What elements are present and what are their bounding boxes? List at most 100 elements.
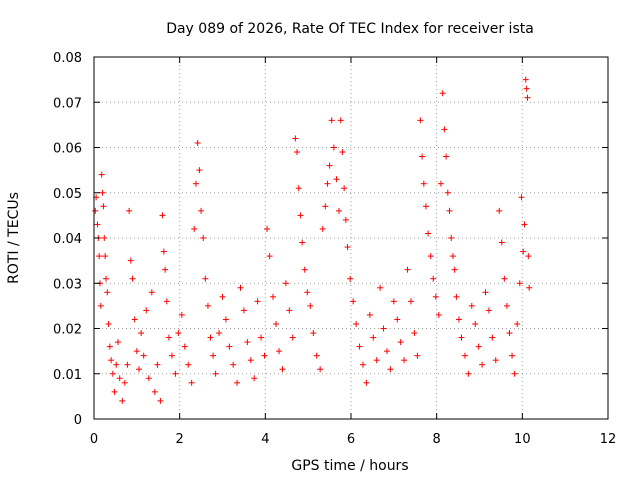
data-point xyxy=(145,375,152,382)
data-point xyxy=(503,302,510,309)
data-point xyxy=(207,334,214,341)
data-point xyxy=(266,253,273,260)
y-tick-label: 0 xyxy=(74,413,82,428)
data-point xyxy=(448,235,455,241)
data-point xyxy=(188,379,195,386)
data-point xyxy=(222,316,229,323)
data-point xyxy=(175,330,182,337)
data-point xyxy=(353,320,360,327)
data-point xyxy=(516,280,523,287)
data-point xyxy=(133,348,140,355)
y-tick-label: 0.04 xyxy=(53,232,82,247)
data-point xyxy=(121,379,128,386)
data-point xyxy=(98,171,105,178)
data-point xyxy=(135,366,142,373)
data-point xyxy=(124,361,131,368)
data-point xyxy=(359,361,366,368)
data-point xyxy=(366,311,373,318)
x-tick-label: 0 xyxy=(90,432,98,447)
data-point xyxy=(337,117,344,124)
data-point xyxy=(264,225,271,232)
data-point xyxy=(286,307,293,314)
data-point xyxy=(449,253,456,260)
y-tick-label: 0.03 xyxy=(53,277,82,292)
data-point xyxy=(181,343,188,350)
data-point xyxy=(310,330,317,337)
data-point xyxy=(525,253,532,260)
data-point xyxy=(347,275,354,282)
x-tick-label: 10 xyxy=(514,432,531,447)
data-point xyxy=(509,352,516,359)
data-point xyxy=(191,225,198,232)
data-point xyxy=(178,311,185,318)
x-axis-label: GPS time / hours xyxy=(291,458,408,474)
data-point xyxy=(113,361,120,368)
data-point xyxy=(119,397,126,404)
data-point xyxy=(344,244,351,251)
data-point xyxy=(292,135,299,142)
data-point xyxy=(496,207,503,214)
data-point xyxy=(489,334,496,341)
data-point xyxy=(401,357,408,364)
data-point xyxy=(437,180,444,187)
data-point xyxy=(523,85,530,92)
data-point xyxy=(304,289,311,296)
data-point xyxy=(160,248,167,255)
data-point xyxy=(240,307,247,314)
x-tick-label: 4 xyxy=(261,432,269,447)
data-point xyxy=(148,289,155,296)
data-point xyxy=(506,330,513,337)
data-point xyxy=(370,334,377,341)
data-point xyxy=(479,361,486,368)
data-point xyxy=(202,275,209,282)
data-point xyxy=(387,366,394,373)
data-point xyxy=(279,366,286,373)
data-point xyxy=(319,225,326,232)
grid-layer xyxy=(94,57,608,419)
data-point xyxy=(126,207,133,214)
data-point xyxy=(185,361,192,368)
data-point xyxy=(131,316,138,323)
data-point xyxy=(317,366,324,373)
y-tick-label: 0.02 xyxy=(53,323,82,338)
data-point xyxy=(109,370,116,377)
data-point xyxy=(111,388,118,395)
data-point xyxy=(526,284,533,291)
data-point xyxy=(165,334,172,341)
data-point xyxy=(394,316,401,323)
data-point xyxy=(151,388,158,395)
data-point xyxy=(116,375,123,382)
marks-layer xyxy=(92,76,533,404)
x-tick-label: 2 xyxy=(176,432,184,447)
data-point xyxy=(518,194,525,201)
data-point xyxy=(230,361,237,368)
y-tick-label: 0.07 xyxy=(53,96,82,111)
chart-title: Day 089 of 2026, Rate Of TEC Index for r… xyxy=(166,21,534,37)
data-point xyxy=(251,375,258,382)
data-point xyxy=(101,235,108,241)
data-point xyxy=(276,348,283,355)
data-point xyxy=(198,207,205,214)
data-point xyxy=(453,293,460,300)
data-point xyxy=(333,176,340,183)
data-point xyxy=(200,235,207,241)
data-point xyxy=(404,266,411,273)
data-point xyxy=(108,357,115,364)
data-point xyxy=(194,139,201,146)
x-tick-label: 12 xyxy=(600,432,617,447)
data-point xyxy=(97,302,104,309)
data-point xyxy=(514,320,521,327)
data-point xyxy=(212,370,219,377)
data-point xyxy=(96,253,103,260)
data-point xyxy=(432,293,439,300)
data-point xyxy=(330,144,337,151)
data-point xyxy=(295,185,302,192)
data-point xyxy=(294,149,301,156)
data-point xyxy=(492,357,499,364)
data-point xyxy=(443,153,450,160)
data-point xyxy=(427,253,434,260)
data-point xyxy=(244,339,251,346)
data-point xyxy=(196,167,203,174)
data-point xyxy=(289,334,296,341)
